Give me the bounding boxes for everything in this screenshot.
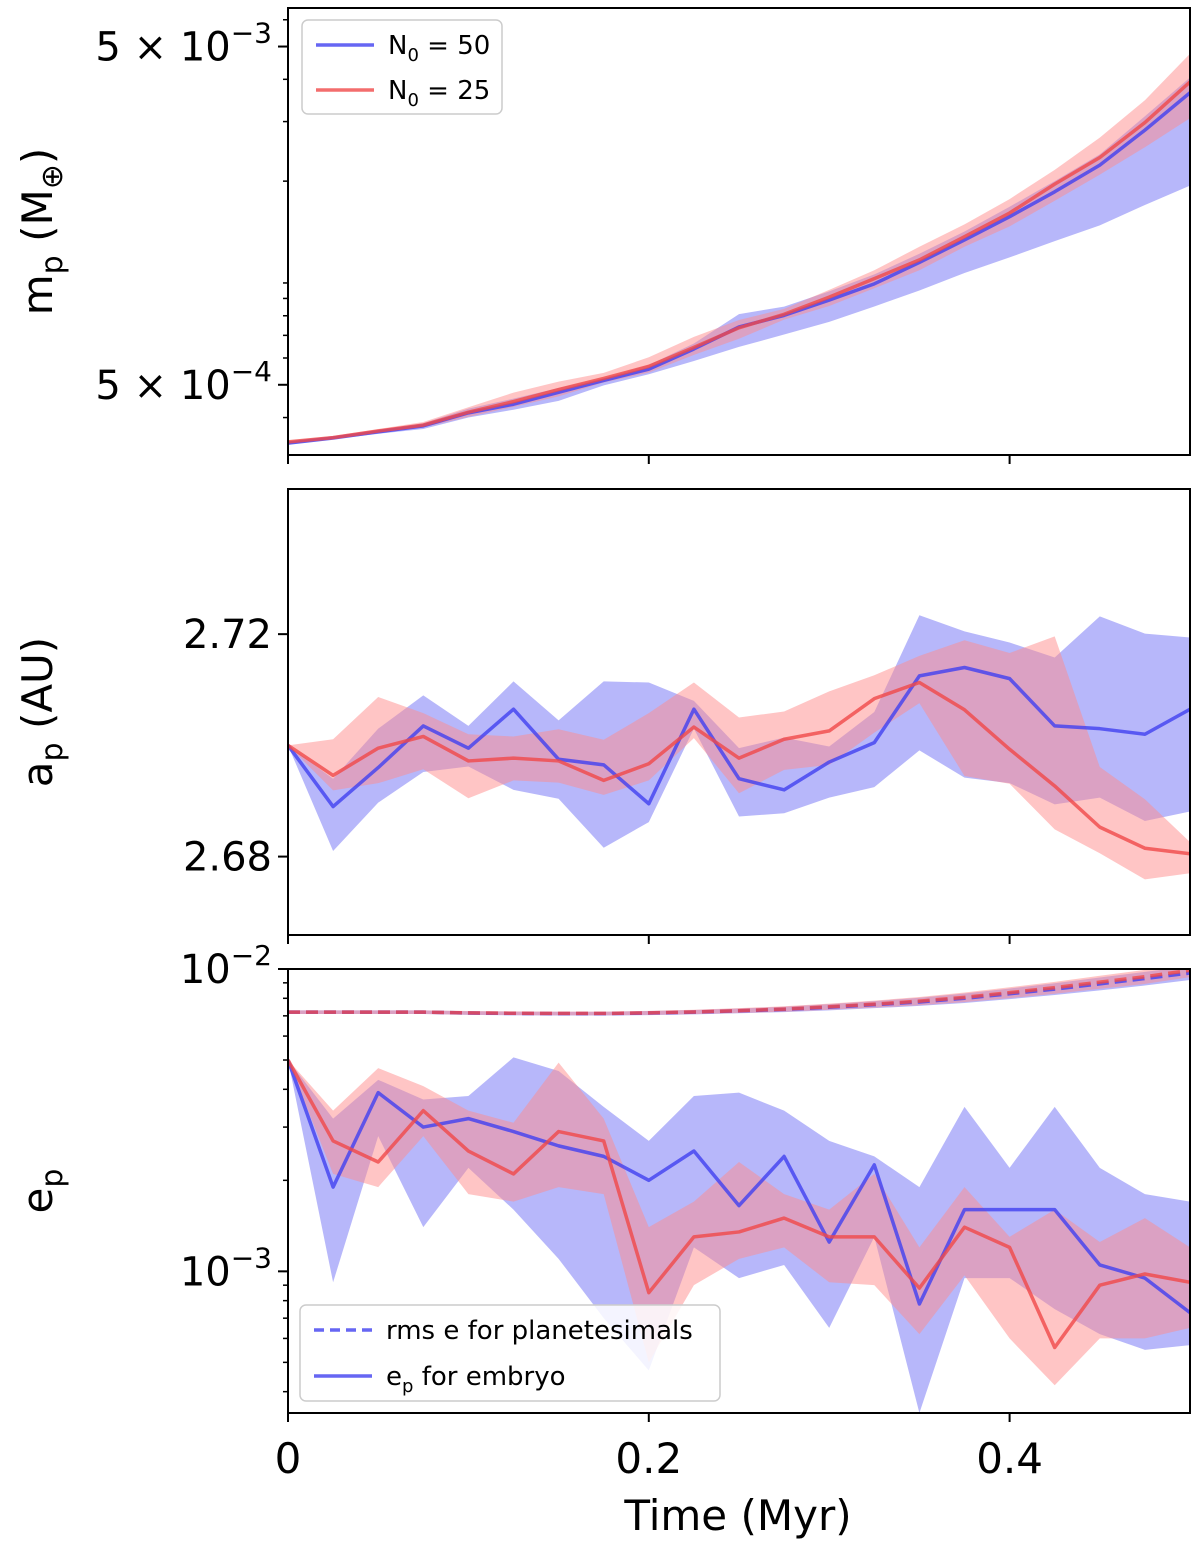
axes-frame xyxy=(287,7,1191,456)
legend-label: rms e for planetesimals xyxy=(386,1316,693,1346)
x-tick-label: 0.4 xyxy=(976,1434,1043,1483)
legend: rms e for planetesimals ep for embryo xyxy=(299,1304,721,1402)
plot-area xyxy=(288,969,1190,1413)
mass-panel: 5 × 10−4 5 × 10−3 mp (M⊕) N0 = 50 N0 = 25 xyxy=(13,7,1191,464)
line-red xyxy=(288,1059,1190,1350)
semimajor-panel: 2.68 2.72 ap (AU) xyxy=(13,488,1191,944)
y-axis-label: ap (AU) xyxy=(13,637,70,787)
x-axis-label: Time (Myr) xyxy=(623,1491,851,1540)
band-blue xyxy=(288,77,1190,445)
axes-frame xyxy=(287,488,1191,936)
legend-label: ep for embryo xyxy=(386,1362,566,1397)
y-tick-label: 2.72 xyxy=(183,612,272,658)
plot-area xyxy=(288,615,1190,880)
eccentricity-panel: 0 0.2 0.4 10−3 10−2 ep rms e for planetesimals… xyxy=(13,939,1191,1483)
band-red xyxy=(288,1060,1190,1386)
line-blue xyxy=(288,91,1190,445)
x-tick-label: 0.2 xyxy=(615,1434,682,1483)
x-tick-label: 0 xyxy=(275,1434,302,1483)
y-tick-label: 5 × 10−3 xyxy=(95,17,272,71)
y-tick-label: 2.68 xyxy=(183,835,272,881)
y-axis-label: ep xyxy=(13,1169,70,1214)
legend: N0 = 50 N0 = 25 xyxy=(301,19,503,115)
panels: 5 × 10−4 5 × 10−3 mp (M⊕) N0 = 50 N0 = 25 2.6… xyxy=(13,7,1191,1483)
axes-frame xyxy=(287,968,1191,1414)
y-tick-label: 10−2 xyxy=(180,939,272,993)
legend-label: N0 = 50 xyxy=(388,31,490,66)
legend-label: N0 = 25 xyxy=(388,76,490,111)
y-tick-label: 10−3 xyxy=(180,1241,272,1295)
line-red xyxy=(288,680,1190,856)
legend-box xyxy=(299,1304,721,1402)
y-tick-label: 5 × 10−4 xyxy=(95,355,272,409)
line-red xyxy=(288,80,1190,444)
line-blue xyxy=(288,665,1190,809)
plot-area xyxy=(288,53,1190,445)
rms-line-red xyxy=(288,969,1190,1016)
y-axis-label: mp (M⊕) xyxy=(13,148,70,315)
